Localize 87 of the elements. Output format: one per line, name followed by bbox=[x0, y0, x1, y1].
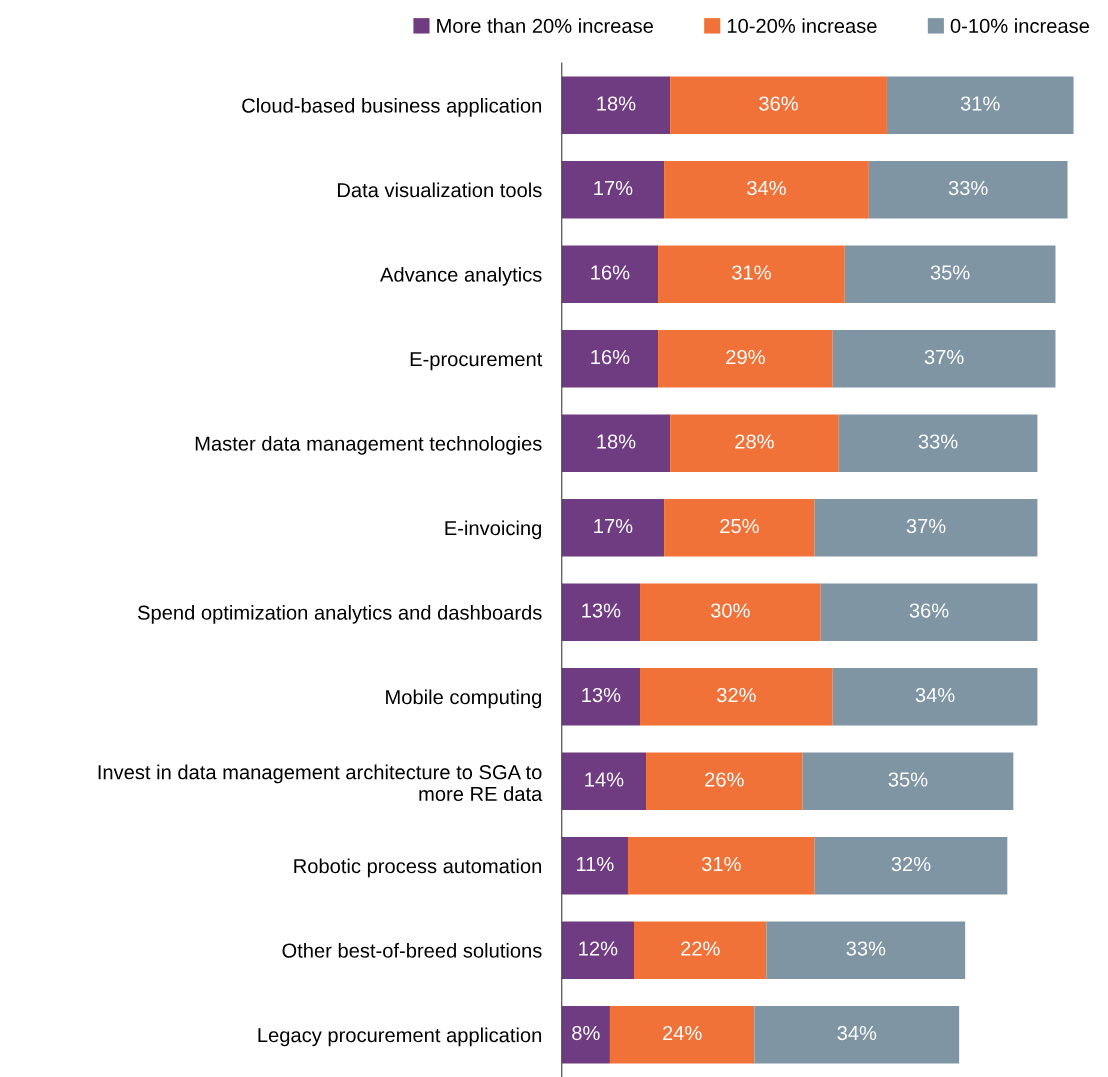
bar bbox=[838, 414, 1038, 472]
bar bbox=[802, 752, 1014, 810]
data-label: 17% bbox=[594, 518, 633, 534]
y-tick-label: Master data management technologies bbox=[195, 435, 542, 455]
bar bbox=[670, 414, 839, 472]
y-tick-label: Advance analytics bbox=[380, 266, 542, 286]
bar bbox=[561, 245, 659, 303]
data-label: 22% bbox=[681, 941, 720, 956]
bar bbox=[627, 837, 815, 895]
data-label: 32% bbox=[891, 856, 931, 872]
y-tick-label: Mobile computing bbox=[386, 689, 542, 709]
bar bbox=[658, 330, 833, 388]
bar bbox=[561, 499, 665, 557]
data-label: 37% bbox=[906, 518, 946, 534]
data-label: 8% bbox=[572, 1025, 600, 1041]
bar bbox=[561, 668, 641, 726]
data-label: 32% bbox=[716, 687, 756, 703]
data-label: 26% bbox=[705, 772, 744, 787]
bar bbox=[561, 752, 647, 810]
data-label: 13% bbox=[582, 603, 621, 618]
bar bbox=[640, 668, 833, 726]
data-label: 31% bbox=[960, 96, 1000, 111]
bar bbox=[664, 499, 815, 557]
data-label: 16% bbox=[591, 265, 630, 280]
bar bbox=[609, 1006, 755, 1064]
y-tick-label: Other best-of-breed solutions bbox=[282, 942, 542, 958]
data-label: 12% bbox=[579, 941, 618, 956]
data-label: 37% bbox=[924, 349, 964, 365]
data-label: 34% bbox=[915, 687, 955, 703]
bar bbox=[634, 921, 767, 979]
y-tick-label: Spend optimization analytics and dashboards bbox=[137, 604, 542, 624]
bar bbox=[814, 499, 1038, 557]
data-label: 34% bbox=[837, 1025, 877, 1041]
data-label: 31% bbox=[732, 265, 771, 280]
bar bbox=[561, 76, 671, 134]
data-label: 35% bbox=[930, 265, 970, 280]
data-label: 18% bbox=[597, 96, 636, 111]
bar bbox=[868, 161, 1068, 219]
y-tick-label: E-invoicing bbox=[445, 520, 542, 540]
legend-label: 0-10% increase bbox=[950, 18, 1089, 34]
data-label: 33% bbox=[846, 941, 886, 956]
y-tick-label: Data visualization tools bbox=[338, 182, 542, 198]
data-label: 28% bbox=[735, 434, 774, 449]
bar bbox=[561, 414, 671, 472]
data-label: 18% bbox=[597, 434, 636, 449]
bar bbox=[844, 245, 1056, 303]
bar bbox=[766, 921, 966, 979]
bar bbox=[820, 583, 1038, 641]
data-label: 13% bbox=[582, 687, 621, 703]
y-tick-label: Legacy procurement application bbox=[258, 1027, 542, 1047]
bar bbox=[832, 330, 1056, 388]
data-label: 36% bbox=[909, 603, 949, 618]
y-tick-label: E-procurement bbox=[410, 352, 543, 371]
bar bbox=[561, 1006, 610, 1064]
y-tick-label: Cloud-based business application bbox=[242, 97, 542, 117]
bar bbox=[670, 76, 887, 134]
bar bbox=[886, 76, 1074, 134]
bar bbox=[561, 161, 665, 219]
data-label: 34% bbox=[747, 180, 786, 196]
bar bbox=[664, 161, 869, 219]
legend-label: 10-20% increase bbox=[727, 18, 877, 34]
bar bbox=[561, 330, 659, 388]
bar bbox=[814, 837, 1008, 895]
bar bbox=[561, 837, 628, 895]
bar bbox=[561, 583, 641, 641]
data-label: 31% bbox=[701, 856, 741, 872]
data-label: 33% bbox=[948, 180, 988, 196]
data-label: 11% bbox=[577, 856, 614, 872]
data-label: 16% bbox=[591, 349, 630, 365]
bar bbox=[561, 921, 635, 979]
data-label: 30% bbox=[710, 603, 750, 618]
data-label: 14% bbox=[585, 772, 624, 787]
y-tick-label: Invest in data management architecture to SGA to more RE data bbox=[98, 764, 543, 802]
bar bbox=[658, 245, 845, 303]
data-label: 24% bbox=[663, 1025, 702, 1041]
data-label: 36% bbox=[759, 96, 798, 111]
bar bbox=[832, 668, 1038, 726]
bar bbox=[754, 1006, 960, 1064]
data-label: 35% bbox=[888, 772, 928, 787]
bar bbox=[640, 583, 821, 641]
data-label: 25% bbox=[720, 518, 759, 534]
bar bbox=[646, 752, 803, 810]
data-label: 17% bbox=[594, 180, 633, 196]
legend-label: More than 20% increase bbox=[437, 18, 653, 34]
y-tick-label: Robotic process automation bbox=[294, 858, 542, 878]
data-label: 29% bbox=[726, 349, 765, 365]
data-label: 33% bbox=[918, 434, 958, 449]
